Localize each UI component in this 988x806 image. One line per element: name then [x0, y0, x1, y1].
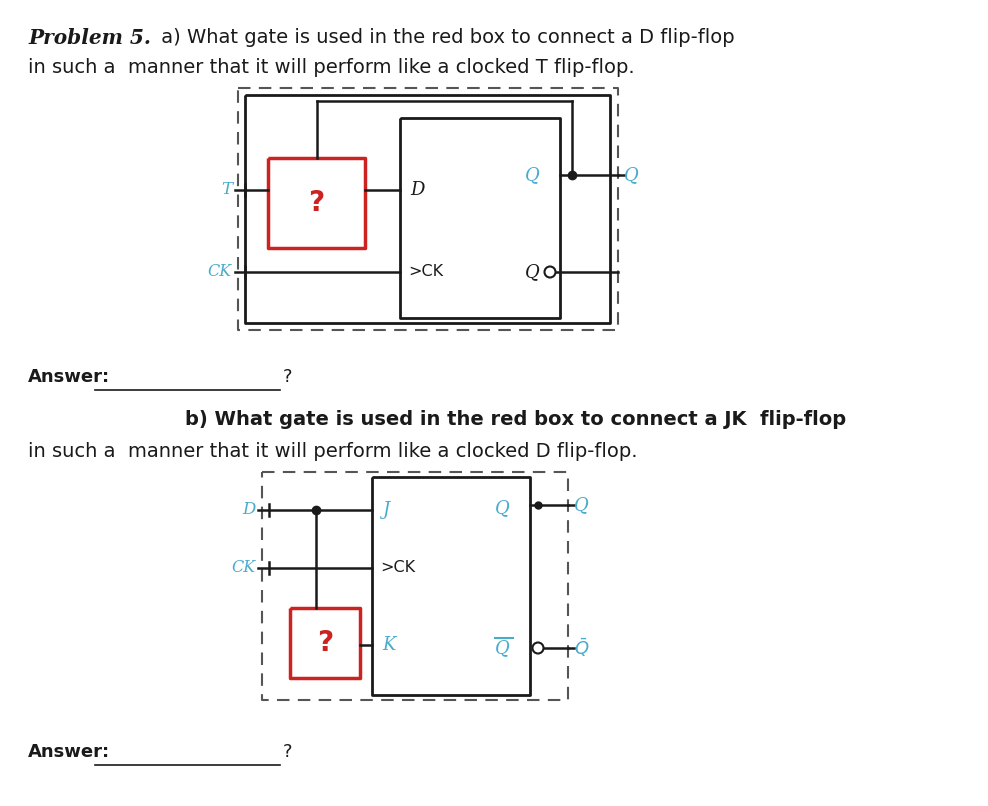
Text: K: K	[382, 636, 395, 654]
Text: >CK: >CK	[408, 264, 444, 280]
Text: Problem 5.: Problem 5.	[28, 28, 151, 48]
Text: D: D	[243, 501, 256, 518]
Text: b) What gate is used in the red box to connect a JK  flip-flop: b) What gate is used in the red box to c…	[185, 410, 846, 429]
Text: T: T	[221, 181, 232, 198]
Text: ?: ?	[283, 743, 292, 761]
Text: ?: ?	[317, 629, 333, 657]
Text: a) What gate is used in the red box to connect a D flip-flop: a) What gate is used in the red box to c…	[155, 28, 735, 47]
Text: Q: Q	[574, 496, 589, 514]
Text: Answer:: Answer:	[28, 368, 110, 386]
Text: Q: Q	[525, 263, 539, 281]
Text: CK: CK	[232, 559, 256, 576]
Text: Answer:: Answer:	[28, 743, 110, 761]
Text: J: J	[382, 501, 389, 519]
Text: >CK: >CK	[380, 560, 415, 575]
Text: CK: CK	[207, 264, 232, 280]
Text: Q: Q	[495, 639, 510, 657]
Text: D: D	[410, 181, 425, 199]
Text: in such a  manner that it will perform like a clocked D flip-flop.: in such a manner that it will perform li…	[28, 442, 637, 461]
Text: ?: ?	[283, 368, 292, 386]
Text: Q: Q	[495, 499, 510, 517]
Text: Q: Q	[525, 166, 539, 184]
Text: Q: Q	[624, 166, 639, 184]
Text: ?: ?	[308, 189, 325, 217]
Text: in such a  manner that it will perform like a clocked T flip-flop.: in such a manner that it will perform li…	[28, 58, 634, 77]
Text: $\bar{Q}$: $\bar{Q}$	[574, 637, 590, 659]
